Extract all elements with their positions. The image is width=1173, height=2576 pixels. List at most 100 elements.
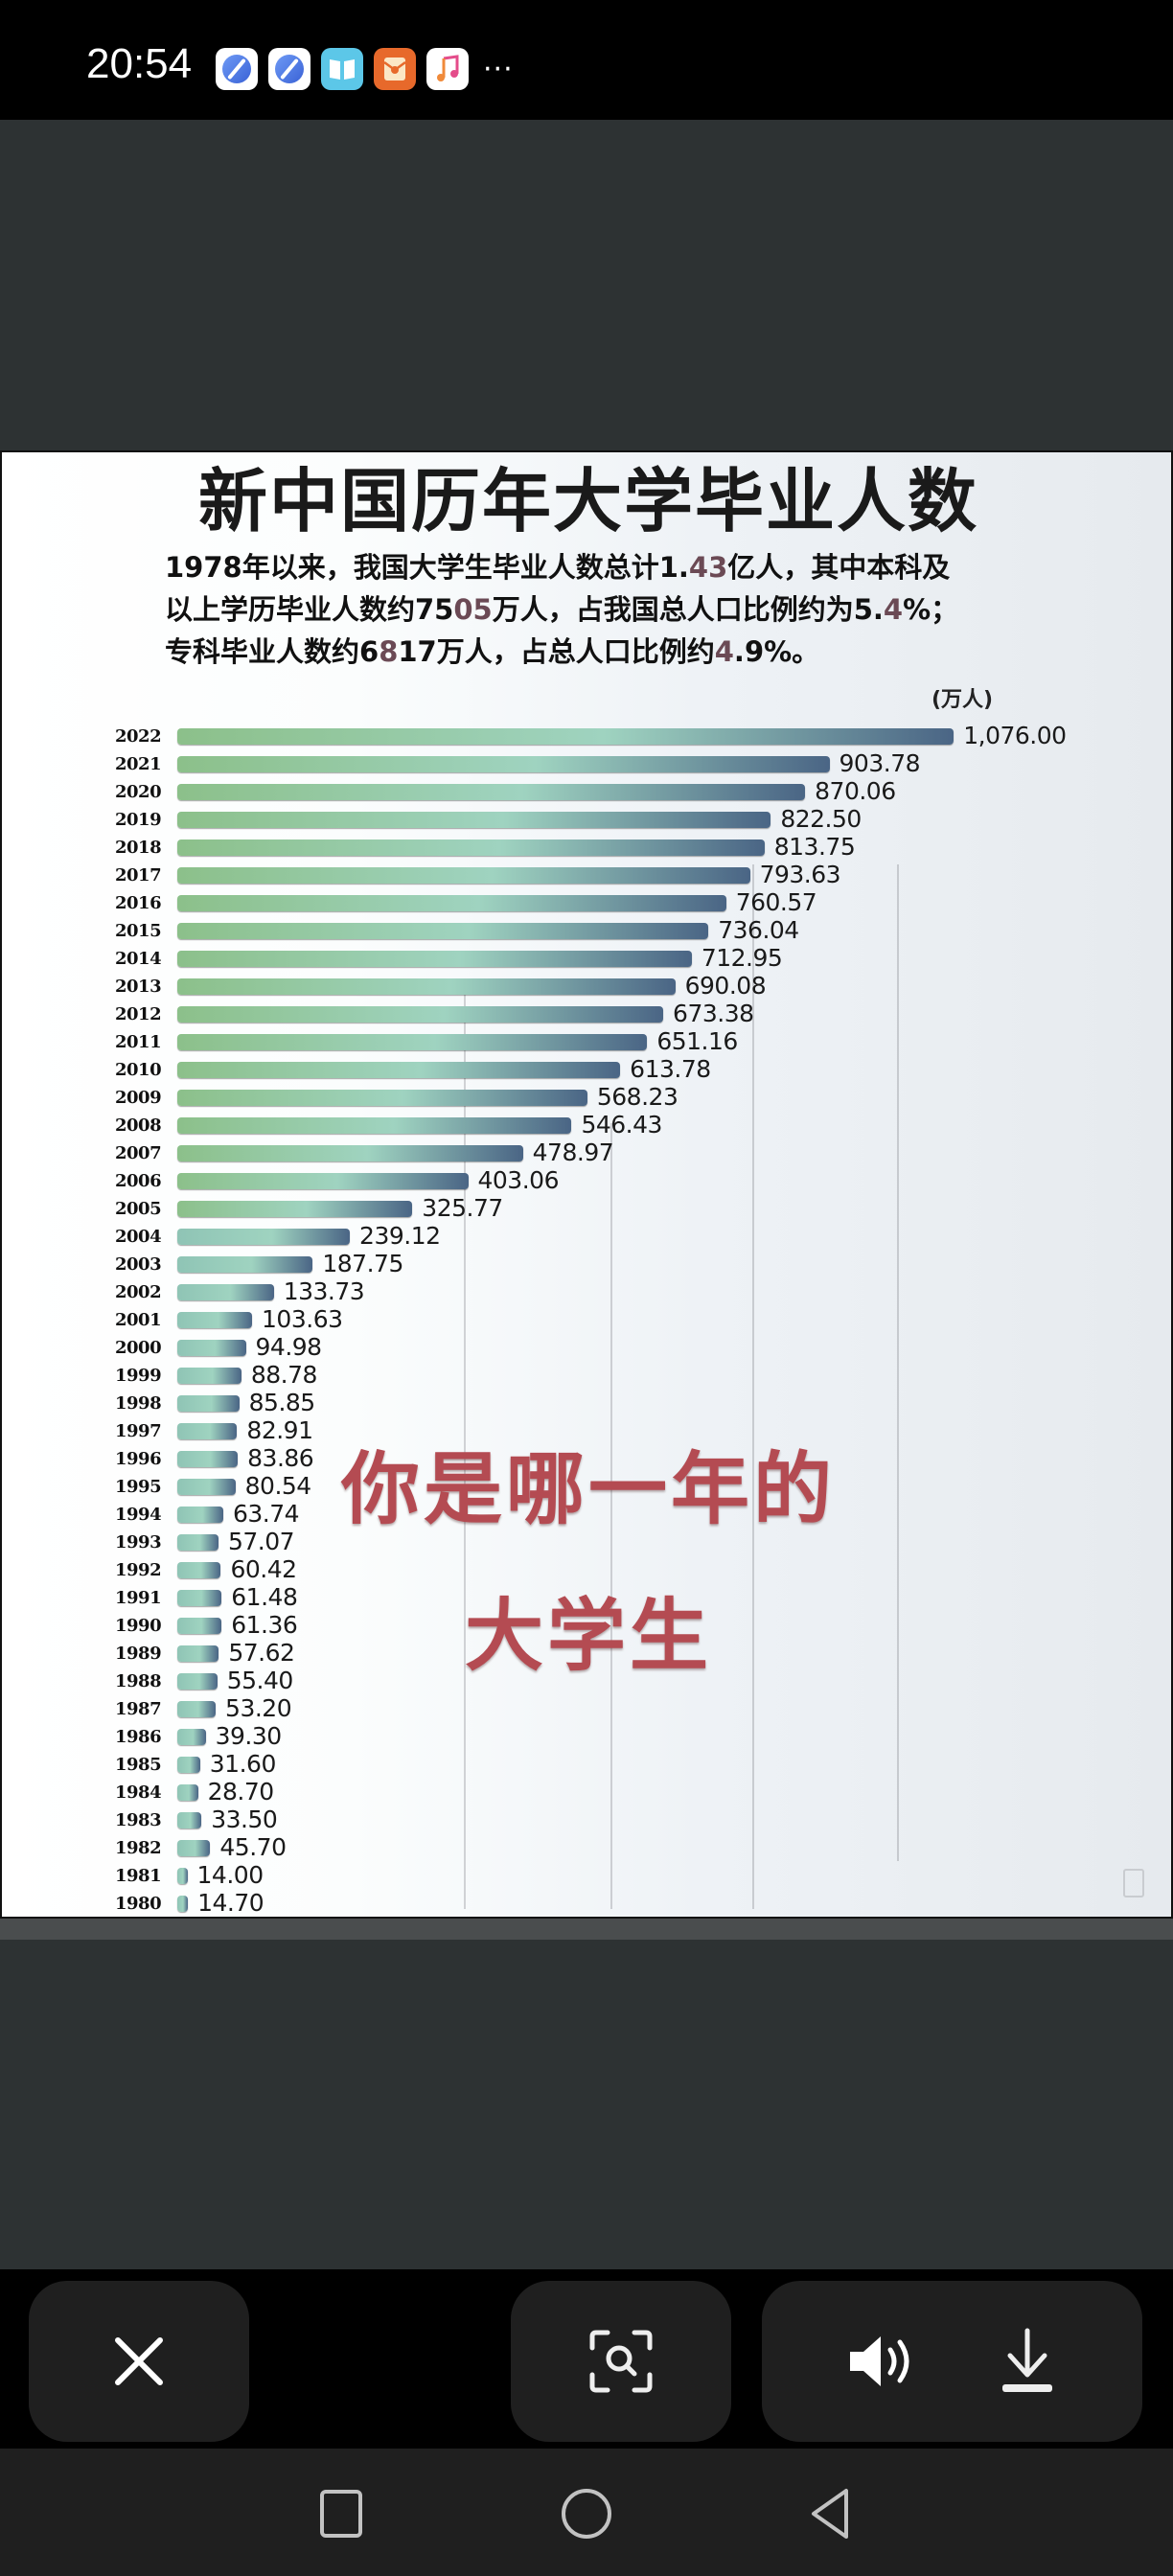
- triangle-back-icon: [806, 2487, 854, 2544]
- bar-row: 2018 813.75: [2, 833, 1171, 862]
- bar: [177, 978, 676, 995]
- bar-value-label: 94.98: [255, 1333, 323, 1361]
- gridline: [752, 864, 754, 1909]
- bar-value-label: 28.70: [207, 1778, 275, 1806]
- bar-year-label: 1990: [115, 1616, 162, 1636]
- bar-row: 1980 14.70: [2, 1889, 1171, 1917]
- bar-value-label: 870.06: [815, 777, 896, 805]
- download-icon[interactable]: [997, 2327, 1058, 2396]
- bar-year-label: 1995: [115, 1477, 162, 1497]
- bar-row: 1993 57.07: [2, 1528, 1171, 1556]
- music-icon: [426, 48, 469, 90]
- bar-value-label: 45.70: [219, 1833, 287, 1861]
- gridline: [464, 989, 466, 1909]
- bar-value-label: 61.48: [231, 1583, 298, 1611]
- bar-value-label: 325.77: [422, 1194, 503, 1222]
- bar-value-label: 14.00: [196, 1861, 264, 1889]
- bar-year-label: 1989: [115, 1644, 162, 1664]
- bar-value-label: 80.54: [244, 1472, 312, 1500]
- system-nav-bar: [0, 2449, 1173, 2576]
- bar-value-label: 103.63: [262, 1305, 343, 1333]
- bar: [177, 1201, 413, 1217]
- bar: [177, 1757, 200, 1773]
- bar-year-label: 1997: [115, 1421, 162, 1441]
- bar-year-label: 1993: [115, 1532, 162, 1552]
- bar: [177, 1562, 221, 1578]
- bar-year-label: 2004: [115, 1227, 162, 1247]
- bar: [177, 1117, 572, 1134]
- bar-year-label: 2022: [115, 726, 162, 747]
- bar-year-label: 1984: [115, 1782, 162, 1803]
- speaker-icon[interactable]: [846, 2331, 923, 2392]
- bar: [177, 1423, 238, 1439]
- close-icon: [110, 2333, 168, 2390]
- home-button[interactable]: [548, 2487, 625, 2544]
- bar-value-label: 760.57: [735, 888, 817, 916]
- bar-year-label: 2008: [115, 1116, 162, 1136]
- bar-row: 2005 325.77: [2, 1194, 1171, 1223]
- bar-row: 2021 903.78: [2, 749, 1171, 778]
- bar-year-label: 2012: [115, 1004, 162, 1024]
- bar-row: 1989 57.62: [2, 1639, 1171, 1668]
- bar: [177, 1173, 469, 1189]
- bar-year-label: 2015: [115, 921, 162, 941]
- bar-row: 1995 80.54: [2, 1472, 1171, 1501]
- bar: [177, 1284, 274, 1300]
- bar-row: 2010 613.78: [2, 1055, 1171, 1084]
- bar-year-label: 2014: [115, 949, 162, 969]
- bar-row: 2013 690.08: [2, 972, 1171, 1000]
- bar-value-label: 57.07: [227, 1528, 295, 1555]
- notification-overflow: ···: [483, 52, 514, 86]
- bar: [177, 1090, 587, 1106]
- bar-row: 2000 94.98: [2, 1333, 1171, 1362]
- bar-value-label: 1,076.00: [963, 722, 1067, 749]
- close-button[interactable]: [29, 2281, 249, 2442]
- bar-row: 2014 712.95: [2, 944, 1171, 973]
- bar-row: 2007 478.97: [2, 1138, 1171, 1167]
- bar-value-label: 61.36: [231, 1611, 298, 1639]
- bar-year-label: 1980: [115, 1894, 162, 1914]
- bar-value-label: 31.60: [209, 1750, 277, 1778]
- bar-year-label: 1992: [115, 1560, 162, 1580]
- bar-value-label: 55.40: [226, 1667, 294, 1694]
- chart-description: 1978年以来，我国大学生毕业人数总计1.43亿人，其中本科及 以上学历毕业人数…: [165, 546, 1046, 673]
- bar-value-label: 736.04: [718, 916, 799, 944]
- unit-label: (万人): [932, 688, 994, 712]
- recents-button[interactable]: [303, 2487, 380, 2544]
- bar-year-label: 1994: [115, 1505, 162, 1525]
- image-search-button[interactable]: [511, 2281, 731, 2442]
- back-button[interactable]: [792, 2487, 868, 2544]
- bar: [177, 1534, 218, 1551]
- bar-value-label: 793.63: [759, 861, 841, 888]
- bar-row: 1999 88.78: [2, 1361, 1171, 1390]
- bar: [177, 1618, 222, 1634]
- bar: [177, 1006, 664, 1023]
- bar-row: 1991 61.48: [2, 1583, 1171, 1612]
- red-packet-icon: [374, 48, 416, 90]
- bar: [177, 1229, 351, 1245]
- viewer-toolbar: [0, 2269, 1173, 2449]
- sound-download-group: [762, 2281, 1142, 2442]
- bar-year-label: 2001: [115, 1310, 162, 1330]
- bar: [177, 728, 954, 745]
- bar-row: 2008 546.43: [2, 1111, 1171, 1139]
- status-bar: 20:54 ···: [0, 0, 1173, 120]
- bar-row: 2003 187.75: [2, 1250, 1171, 1278]
- overlay-caption-line-1: 你是哪一年的: [340, 1444, 836, 1535]
- bar: [177, 1062, 621, 1078]
- bar-value-label: 822.50: [780, 805, 862, 833]
- bar-row: 2006 403.06: [2, 1166, 1171, 1195]
- description-line-1: 1978年以来，我国大学生毕业人数总计1.43亿人，其中本科及: [165, 551, 951, 584]
- chart-image[interactable]: 新中国历年大学毕业人数 1978年以来，我国大学生毕业人数总计1.43亿人，其中…: [0, 450, 1173, 1919]
- bar-year-label: 2019: [115, 810, 162, 830]
- bar: [177, 1034, 648, 1050]
- bar: [177, 1256, 313, 1273]
- bar-year-label: 1996: [115, 1449, 162, 1469]
- bar: [177, 784, 806, 800]
- gridline: [610, 1123, 612, 1909]
- bar-row: 1984 28.70: [2, 1778, 1171, 1806]
- bar-year-label: 2002: [115, 1282, 162, 1302]
- bar: [177, 1701, 217, 1717]
- bar-year-label: 1982: [115, 1838, 162, 1858]
- watermark-icon: [1123, 1869, 1144, 1898]
